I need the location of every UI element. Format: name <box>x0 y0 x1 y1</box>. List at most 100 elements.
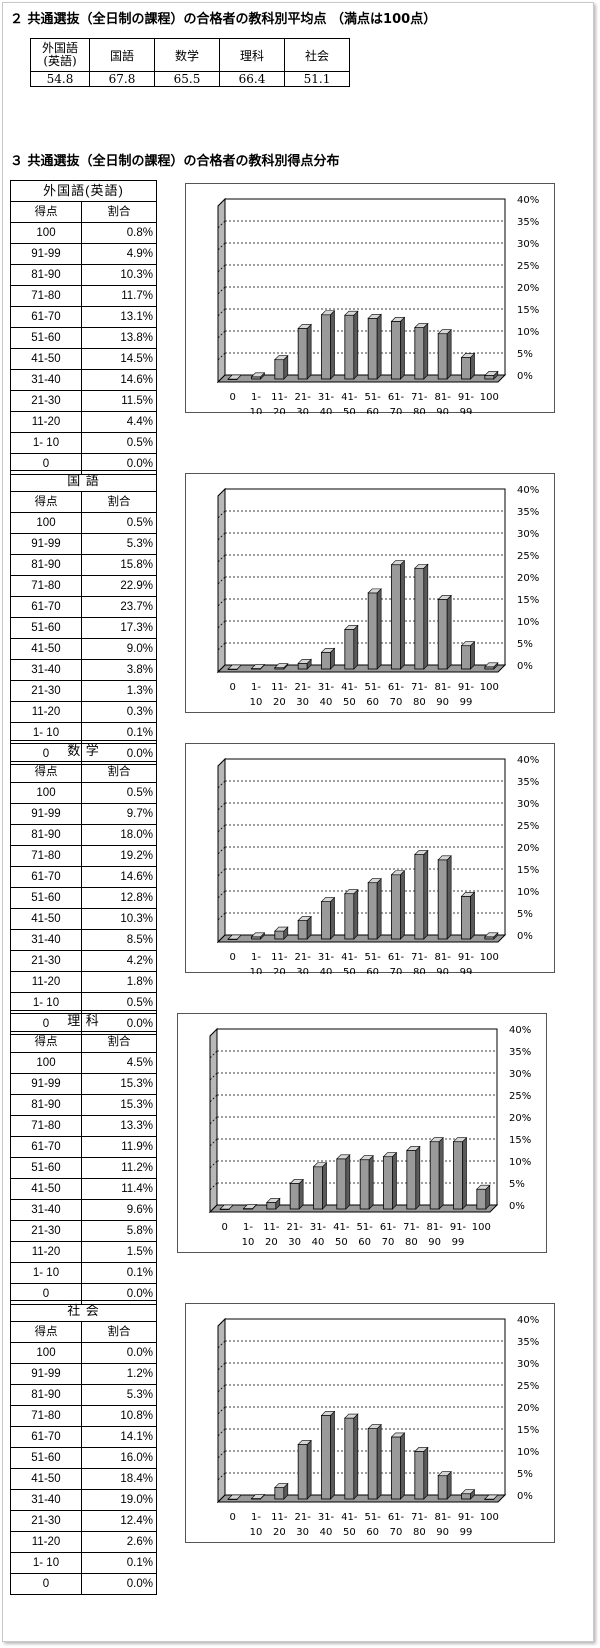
table-row: 51-60 13.8% <box>10 327 157 349</box>
bar-0 <box>219 1204 234 1210</box>
x-tick-label: 31- <box>310 1222 327 1233</box>
x-tick-label: 1- <box>251 952 261 963</box>
x-tick-label-line2: 70 <box>390 967 403 974</box>
bar-41-50 <box>336 1154 351 1210</box>
bar-31-40 <box>320 896 336 940</box>
ratio-cell: 8.5% <box>81 929 157 951</box>
y-tick-label: 5% <box>517 639 533 650</box>
x-tick-label: 41- <box>341 952 358 963</box>
score-range-cell: 11-20 <box>10 701 82 723</box>
score-range-cell: 51-60 <box>10 887 82 909</box>
score-range-cell: 31-40 <box>10 1489 82 1511</box>
score-range-cell: 41-50 <box>10 908 82 930</box>
score-range-cell: 11-20 <box>10 971 82 993</box>
gridline-side <box>209 1138 218 1147</box>
table-row: 91-99 5.3% <box>10 533 157 555</box>
x-tick-label-line2: 60 <box>366 407 379 414</box>
score-range-cell: 81-90 <box>10 1094 82 1116</box>
gridline-side <box>217 1318 226 1327</box>
section3-heading: ３ 共通選抜（全日制の課程）の合格者の教科別得点分布 <box>10 154 340 169</box>
bar-11-20 <box>266 1197 281 1210</box>
x-tick-label: 41- <box>341 1512 358 1523</box>
plot-floor <box>216 1494 507 1503</box>
y-tick-label: 0% <box>517 371 533 382</box>
x-tick-label-line2: 70 <box>382 1237 395 1248</box>
bar-100 <box>484 1494 499 1500</box>
table-row: 61-70 14.1% <box>10 1426 157 1448</box>
ratio-cell: 13.1% <box>81 306 157 328</box>
x-tick-label-line2: 80 <box>413 967 426 974</box>
subject-title: 理 科 <box>10 1010 157 1032</box>
x-tick-label: 51- <box>364 392 381 403</box>
bar-41-50 <box>344 1413 359 1500</box>
x-tick-label: 21- <box>294 952 311 963</box>
table-row: 61-70 13.1% <box>10 306 157 328</box>
gridline-side <box>217 264 226 273</box>
bar-21-30 <box>289 1178 304 1210</box>
y-tick-label: 40% <box>509 1025 531 1036</box>
x-tick-label-line2: 50 <box>343 697 356 708</box>
y-tick-label: 10% <box>509 1157 531 1168</box>
table-row: 100 0.8% <box>10 222 157 244</box>
y-tick-label: 15% <box>517 865 539 876</box>
ratio-cell: 13.8% <box>81 327 157 349</box>
ratio-cell: 1.8% <box>81 971 157 993</box>
x-tick-label: 31- <box>318 682 335 693</box>
x-tick-label: 0 <box>229 952 235 963</box>
table-row: 31-40 8.5% <box>10 929 157 951</box>
x-tick-label-line2: 99 <box>460 1527 473 1538</box>
distribution-table-4: 社 会得点 割合 100 0.0% 91-99 1.2% 81-90 5.3% 71-80 10.… <box>10 1300 157 1595</box>
x-tick-label: 61- <box>380 1222 397 1233</box>
table-row: 0 0.0% <box>10 1573 157 1595</box>
x-tick-label-line2: 60 <box>366 967 379 974</box>
ratio-cell: 0.0% <box>81 1342 157 1364</box>
gridline-side <box>209 1094 218 1103</box>
x-tick-label-line2: 90 <box>436 407 449 414</box>
avg-header-science: 理科 <box>219 38 285 72</box>
table-title-row: 外国語(英語) <box>10 180 157 202</box>
gridline-side <box>217 352 226 361</box>
table-row: 11-20 4.4% <box>10 411 157 433</box>
score-range-cell: 21-30 <box>10 1510 82 1532</box>
gridline-side <box>217 510 226 519</box>
gridline-side <box>217 868 226 877</box>
ratio-cell: 13.3% <box>81 1115 157 1137</box>
ratio-cell: 0.5% <box>81 432 157 454</box>
gridline-side <box>217 1428 226 1437</box>
score-range-cell: 100 <box>10 1052 82 1074</box>
x-tick-label-line2: 99 <box>460 407 473 414</box>
score-distribution-chart-3: 0% 5% 10% 15% 20% 25% 30% 35% 40% 0 1- 10 11- 20 21- 30… <box>177 1013 547 1253</box>
ratio-cell: 4.9% <box>81 243 157 265</box>
y-tick-label: 35% <box>517 1337 539 1348</box>
score-range-cell: 1- 10 <box>10 432 82 454</box>
ratio-cell: 9.0% <box>81 638 157 660</box>
bar-1-10 <box>250 932 266 940</box>
x-tick-label: 81- <box>434 392 451 403</box>
bar-71-80 <box>414 563 429 670</box>
table-row: 61-70 23.7% <box>10 596 157 618</box>
bar-71-80 <box>414 1446 429 1500</box>
average-value-row: 54.8 67.8 65.5 66.4 51.1 <box>30 71 350 87</box>
x-tick-label: 61- <box>388 1512 405 1523</box>
table-row: 100 0.5% <box>10 512 157 534</box>
score-range-cell: 41-50 <box>10 638 82 660</box>
y-tick-label: 40% <box>517 755 539 766</box>
table-row: 81-90 18.0% <box>10 824 157 846</box>
table-row: 41-50 10.3% <box>10 908 157 930</box>
plot-floor <box>208 1204 499 1213</box>
x-tick-label: 51- <box>356 1222 373 1233</box>
x-tick-label: 91- <box>458 392 475 403</box>
distribution-table-1: 国 語得点 割合 100 0.5% 91-99 5.3% 81-90 15.8% 71-80 22… <box>10 470 157 765</box>
score-range-cell: 100 <box>10 782 82 804</box>
ratio-cell: 17.3% <box>81 617 157 639</box>
x-tick-label: 100 <box>480 392 499 403</box>
score-range-cell: 61-70 <box>10 306 82 328</box>
gridline-side <box>217 890 226 899</box>
x-tick-label-line2: 50 <box>343 407 356 414</box>
y-tick-label: 0% <box>509 1201 525 1212</box>
ratio-cell: 11.4% <box>81 1178 157 1200</box>
x-tick-label-line2: 70 <box>390 697 403 708</box>
bar-91-99 <box>460 891 476 940</box>
gridline-side <box>217 846 226 855</box>
score-range-cell: 71-80 <box>10 845 82 867</box>
